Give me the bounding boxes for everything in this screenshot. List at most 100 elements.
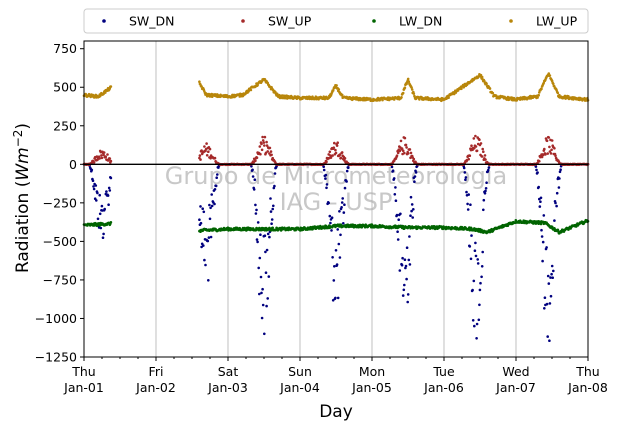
x-tick-label-day: Thu <box>575 364 599 379</box>
data-point <box>545 302 549 306</box>
data-point <box>406 293 410 296</box>
data-point <box>404 143 408 147</box>
legend-label: LW_UP <box>536 14 578 29</box>
data-point <box>202 244 205 247</box>
data-point <box>102 151 106 154</box>
data-point <box>199 205 202 208</box>
data-point <box>109 176 113 180</box>
data-point <box>254 203 257 207</box>
data-point <box>548 302 552 305</box>
data-point <box>393 193 397 196</box>
data-point <box>91 179 95 182</box>
data-point <box>340 206 343 209</box>
data-point <box>249 88 253 92</box>
data-point <box>100 154 103 157</box>
data-point <box>322 168 326 172</box>
y-tick-label: 250 <box>53 118 77 133</box>
legend-marker <box>241 19 245 23</box>
data-point <box>465 190 468 194</box>
x-tick-label-day: Fri <box>149 364 164 379</box>
x-tick-label-date: Jan-02 <box>135 380 176 395</box>
data-point <box>332 279 336 282</box>
data-point <box>447 96 450 99</box>
data-point <box>552 82 555 86</box>
data-point <box>98 212 102 216</box>
data-point <box>262 141 266 144</box>
legend-label: SW_DN <box>129 14 175 29</box>
data-point <box>553 147 556 150</box>
data-point <box>328 214 332 218</box>
data-point <box>104 155 108 159</box>
data-point <box>273 184 276 188</box>
data-point <box>325 183 329 186</box>
data-point <box>477 318 481 322</box>
data-point <box>215 176 218 179</box>
data-point <box>260 291 263 295</box>
x-tick-label-day: Sun <box>288 364 312 379</box>
data-point <box>405 277 408 281</box>
data-point <box>345 169 349 173</box>
data-point <box>278 93 281 97</box>
data-point <box>92 187 96 191</box>
data-point <box>328 150 332 154</box>
data-point <box>474 254 478 258</box>
data-point <box>325 160 328 164</box>
data-point <box>207 279 210 282</box>
y-tick-label: −1000 <box>35 311 77 326</box>
data-point <box>479 142 483 145</box>
data-point <box>392 98 396 101</box>
data-point <box>333 141 336 145</box>
data-point <box>549 294 553 298</box>
data-point <box>216 173 219 176</box>
data-point <box>95 199 98 202</box>
data-point <box>404 266 407 270</box>
data-point <box>536 171 539 174</box>
data-point <box>403 283 406 287</box>
data-point <box>488 87 492 90</box>
data-point <box>342 222 345 225</box>
data-point <box>409 214 412 217</box>
data-point <box>104 91 107 94</box>
data-point <box>557 186 561 189</box>
data-point <box>400 263 404 267</box>
data-point <box>478 303 481 307</box>
y-tick-label: 500 <box>53 80 77 95</box>
data-point <box>333 265 336 268</box>
data-point <box>467 193 471 196</box>
data-point <box>548 150 552 153</box>
data-point <box>540 87 543 91</box>
data-point <box>94 184 98 187</box>
data-point <box>408 235 411 238</box>
data-point <box>408 148 412 151</box>
data-point <box>545 246 548 249</box>
data-point <box>347 166 350 170</box>
data-point <box>334 249 338 252</box>
data-point <box>209 235 213 239</box>
data-point <box>260 148 264 152</box>
y-tick-label: 750 <box>53 41 77 56</box>
x-tick-label-date: Jan-01 <box>63 380 104 395</box>
legend-marker <box>102 19 106 23</box>
data-point <box>547 282 551 285</box>
data-point <box>339 233 342 237</box>
data-point <box>406 300 410 304</box>
data-point <box>397 218 401 221</box>
data-point <box>464 176 468 179</box>
data-point <box>475 337 478 340</box>
y-axis-title: Radiation (Wm−2) <box>11 123 33 273</box>
axes: −1250−1000−750−500−2500250500750ThuJan-0… <box>35 40 608 395</box>
data-point <box>546 152 549 155</box>
data-point <box>406 77 410 81</box>
x-tick-label-day: Mon <box>359 364 385 379</box>
data-point <box>209 206 212 210</box>
data-point <box>268 235 271 239</box>
data-point <box>329 154 332 157</box>
data-point <box>559 168 562 171</box>
data-point <box>269 210 273 213</box>
data-point <box>412 157 416 161</box>
data-point <box>201 207 204 210</box>
data-point <box>265 304 268 308</box>
data-point <box>99 226 103 230</box>
data-point <box>259 233 262 236</box>
data-point <box>473 249 477 252</box>
